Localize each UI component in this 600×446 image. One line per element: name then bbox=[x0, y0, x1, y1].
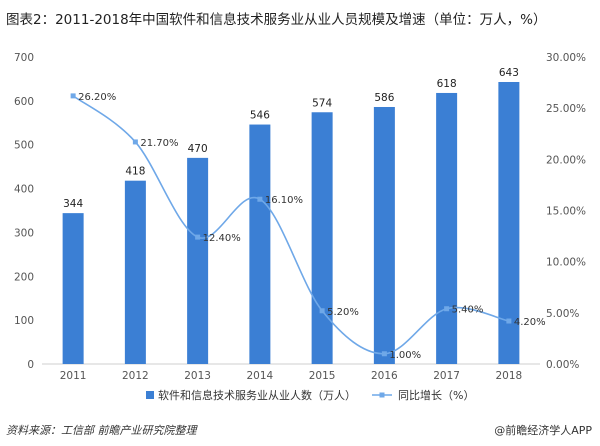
legend-bar-label: 软件和信息技术服务业从业人数（万人） bbox=[158, 388, 356, 402]
bar-value-label: 574 bbox=[312, 97, 332, 109]
growth-point bbox=[132, 139, 138, 145]
growth-point bbox=[319, 308, 325, 314]
y-left-tick-label: 400 bbox=[14, 184, 34, 196]
source-note: 资料来源：工信部 前瞻产业研究院整理 bbox=[6, 424, 197, 437]
growth-point bbox=[70, 93, 76, 99]
chart-title: 图表2：2011-2018年中国软件和信息技术服务业从业人员规模及增速（单位：万… bbox=[6, 12, 547, 28]
bar bbox=[373, 106, 395, 365]
x-tick-label: 2013 bbox=[184, 370, 211, 382]
y-right-tick-label: 15.00% bbox=[546, 206, 586, 218]
y-left-tick-label: 500 bbox=[14, 140, 34, 152]
bar-value-label: 586 bbox=[374, 92, 394, 104]
legend-line-label: 同比增长（%） bbox=[398, 388, 474, 402]
y-right-tick-label: 10.00% bbox=[546, 257, 586, 269]
y-left-tick-label: 0 bbox=[27, 359, 34, 371]
growth-value-label: 16.10% bbox=[265, 195, 303, 206]
y-right-tick-label: 25.00% bbox=[546, 103, 586, 115]
y-right-tick-label: 0.00% bbox=[546, 359, 579, 371]
growth-point bbox=[195, 234, 201, 240]
bar-value-label: 643 bbox=[499, 67, 519, 79]
y-left-tick-label: 600 bbox=[14, 96, 34, 108]
chart-svg: 0 100 200 300 400 500 600 700 0.00% 5.00% 10.00% 15… bbox=[14, 52, 586, 402]
growth-value-label: 5.40% bbox=[452, 305, 484, 316]
y-right-tick-label: 30.00% bbox=[546, 52, 586, 64]
y-left-tick-label: 200 bbox=[14, 271, 34, 283]
x-tick-label: 2018 bbox=[496, 370, 523, 382]
legend-line-marker bbox=[379, 392, 385, 398]
growth-value-label: 1.00% bbox=[389, 350, 421, 361]
bar bbox=[249, 124, 271, 364]
growth-point bbox=[506, 318, 512, 324]
bar bbox=[124, 180, 146, 364]
y-left-tick-label: 300 bbox=[14, 227, 34, 239]
bar-value-label: 470 bbox=[188, 143, 208, 155]
bar bbox=[62, 213, 84, 364]
x-tick-label: 2016 bbox=[371, 370, 398, 382]
legend-bar-swatch bbox=[146, 391, 154, 399]
x-tick-label: 2011 bbox=[60, 370, 87, 382]
growth-point bbox=[444, 306, 450, 312]
growth-value-label: 4.20% bbox=[514, 317, 546, 328]
bar bbox=[311, 112, 333, 364]
y-left-tick-label: 700 bbox=[14, 52, 34, 64]
x-tick-label: 2015 bbox=[309, 370, 336, 382]
brand-credit: @前瞻经济学人APP bbox=[494, 424, 592, 437]
growth-line bbox=[72, 95, 510, 355]
x-tick-label: 2012 bbox=[122, 370, 149, 382]
growth-value-label: 21.70% bbox=[140, 138, 178, 149]
y-left-tick-label: 100 bbox=[14, 315, 34, 327]
growth-point bbox=[381, 351, 387, 357]
bar-value-label: 546 bbox=[250, 110, 270, 122]
bar bbox=[187, 157, 209, 364]
bar bbox=[436, 92, 458, 364]
x-tick-label: 2017 bbox=[433, 370, 460, 382]
y-right-tick-label: 5.00% bbox=[546, 308, 579, 320]
bar bbox=[498, 81, 520, 365]
growth-value-label: 26.20% bbox=[78, 92, 116, 103]
x-tick-label: 2014 bbox=[247, 370, 274, 382]
growth-value-label: 12.40% bbox=[203, 233, 241, 244]
growth-point bbox=[257, 196, 263, 202]
y-right-tick-label: 20.00% bbox=[546, 154, 586, 166]
growth-value-label: 5.20% bbox=[327, 307, 359, 318]
bar-value-label: 344 bbox=[63, 198, 83, 210]
bar-value-label: 418 bbox=[125, 166, 145, 178]
bar-value-label: 618 bbox=[437, 78, 457, 90]
